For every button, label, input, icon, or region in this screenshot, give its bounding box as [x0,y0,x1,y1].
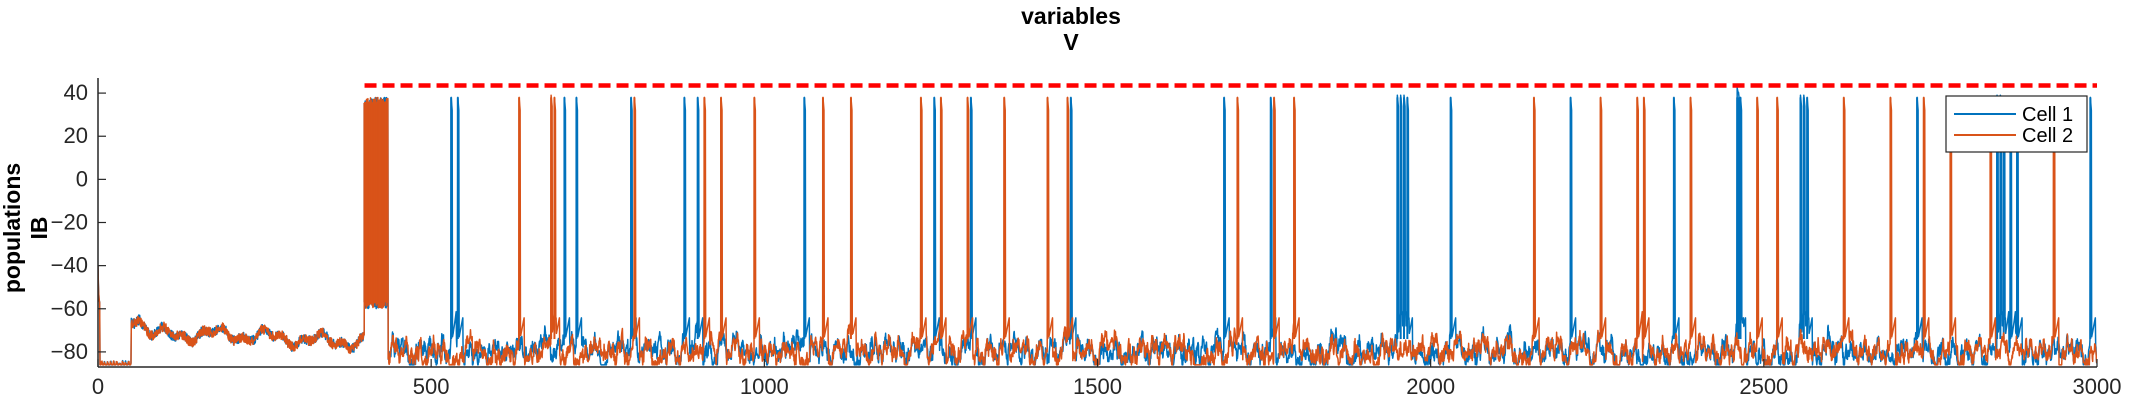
y-tick-label-4: −20 [51,210,88,235]
series-2-trace [98,94,2097,366]
x-tick-label-5: 2000 [1406,374,1455,399]
x-tick-label-7: 3000 [2073,374,2122,399]
y-axis-label: populations IB [0,163,52,293]
y-tick-label-6: 20 [64,123,88,148]
x-tick-label-3: 1000 [740,374,789,399]
series-2-initial-burst [363,101,389,303]
y-tick-label-7: 40 [64,80,88,105]
chart-title-line-2: V [1063,29,1079,55]
legend-label-1[interactable]: Cell 1 [2022,104,2073,126]
series-2-line [98,94,2097,366]
series-1-trace [98,87,2097,366]
y-axis-label-line-2: IB [26,217,52,240]
legend-box[interactable] [1945,95,2088,153]
chart-title: variables V [1021,3,1121,55]
axes: 0 500 1000 1500 2000 2500 3000 −80 −60 −40 −20 0 20 4… [51,78,2122,399]
x-tick-label-2: 500 [413,374,450,399]
legend-label-2[interactable]: Cell 2 [2022,125,2073,147]
plot-area [98,83,2097,366]
y-tick-label-1: −80 [51,339,88,364]
x-tick-label-1: 0 [92,374,104,399]
x-tick-label-4: 1500 [1073,374,1122,399]
y-tick-label-2: −60 [51,296,88,321]
series-1-line [98,87,2097,366]
y-tick-label-3: −40 [51,253,88,278]
x-tick-label-6: 2500 [1739,374,1788,399]
y-tick-label-5: 0 [76,166,88,191]
y-axis-label-line-1: populations [0,163,25,293]
chart-title-line-1: variables [1021,3,1121,29]
